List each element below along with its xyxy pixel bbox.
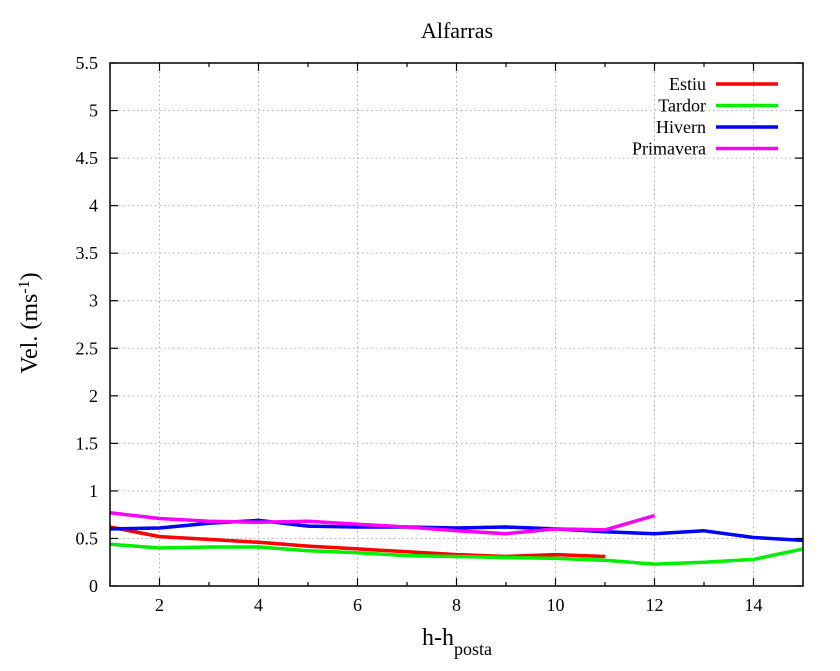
y-tick-label: 5.5	[76, 53, 99, 73]
x-tick-labels: 2 4 6 8 10 12 14	[155, 595, 763, 615]
x-tick-label: 2	[155, 595, 164, 615]
series-layer	[109, 511, 804, 566]
y-axis-label-main: Vel. (ms	[17, 294, 43, 374]
y-tick-label: 0	[89, 576, 98, 596]
x-axis-label-main: h-h	[422, 625, 454, 651]
y-axis-label: Vel. (ms-1)	[16, 272, 44, 373]
x-tick-label: 6	[353, 595, 362, 615]
series-line-tardor	[109, 542, 804, 566]
y-tick-label: 1	[89, 481, 98, 501]
x-axis-label: h-hposta	[422, 625, 492, 659]
y-axis-label-sup: -1	[16, 280, 33, 293]
x-tick-label: 10	[547, 595, 565, 615]
y-tick-label: 0.5	[76, 528, 99, 548]
y-tick-label: 3	[89, 291, 98, 311]
y-tick-labels: 0 0.5 1 1.5 2 2.5 3 3.5 4 4.5 5 5.5	[76, 53, 99, 596]
y-tick-label: 5	[89, 101, 98, 121]
legend-label-hivern: Hivern	[656, 117, 706, 137]
y-tick-label: 2.5	[76, 338, 99, 358]
x-axis-label-sub: posta	[454, 639, 492, 659]
legend-label-primavera: Primavera	[632, 139, 706, 159]
legend-label-estiu: Estiu	[669, 74, 706, 94]
series-line-primavera	[109, 511, 655, 536]
y-tick-label: 3.5	[76, 243, 99, 263]
x-tick-label: 14	[745, 595, 763, 615]
legend-label-tardor: Tardor	[658, 96, 706, 116]
x-tick-label: 12	[646, 595, 664, 615]
tick-marks	[109, 62, 804, 587]
y-tick-label: 1.5	[76, 433, 99, 453]
y-tick-label: 4	[89, 196, 98, 216]
x-tick-label: 8	[452, 595, 461, 615]
y-axis-label-close: )	[17, 272, 43, 280]
y-tick-label: 4.5	[76, 148, 99, 168]
series-line-estiu	[109, 525, 606, 559]
chart-title: Alfarras	[421, 18, 493, 43]
y-tick-label: 2	[89, 386, 98, 406]
grid	[110, 63, 803, 586]
x-tick-label: 4	[254, 595, 263, 615]
